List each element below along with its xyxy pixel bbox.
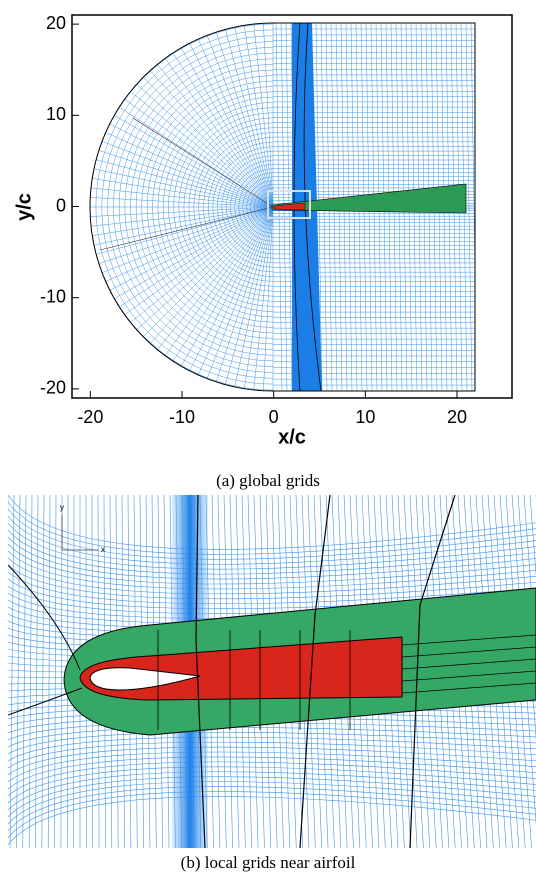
y-tick-label: 0 xyxy=(56,195,66,215)
caption: (a) global grids xyxy=(216,471,320,490)
local-mesh xyxy=(4,495,536,848)
x-axis-label: x/c xyxy=(278,426,306,448)
triad-x: x xyxy=(101,545,105,554)
y-tick-label: 10 xyxy=(46,104,66,124)
caption: (b) local grids near airfoil xyxy=(181,853,356,872)
x-tick-label: 20 xyxy=(447,407,467,427)
triad-y: y xyxy=(60,503,64,512)
x-tick-label: -20 xyxy=(77,407,103,427)
x-tick-label: -10 xyxy=(169,407,195,427)
x-tick-label: 10 xyxy=(355,407,375,427)
y-tick-label: 20 xyxy=(46,13,66,33)
mesh-col xyxy=(4,495,8,848)
x-tick-label: 0 xyxy=(269,407,279,427)
y-axis-label: y/c xyxy=(13,193,35,221)
y-tick-label: -20 xyxy=(40,378,66,398)
y-tick-label: -10 xyxy=(40,286,66,306)
global-mesh xyxy=(73,7,480,407)
